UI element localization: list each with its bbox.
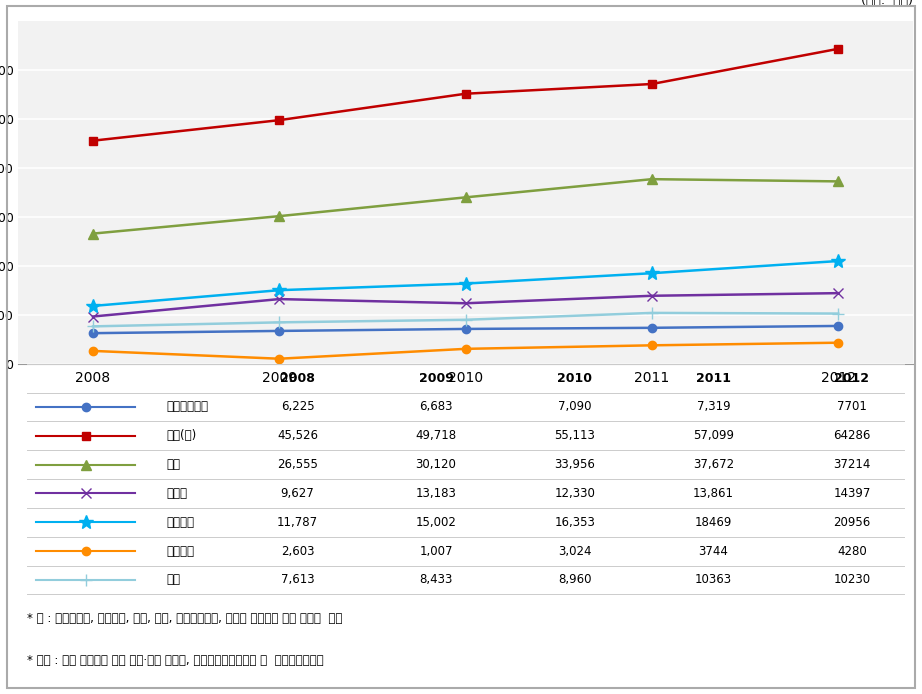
- Text: 2,603: 2,603: [280, 545, 314, 558]
- Text: 출연(연): 출연(연): [166, 430, 196, 442]
- Text: 55,113: 55,113: [554, 430, 596, 442]
- Text: 18469: 18469: [694, 516, 732, 529]
- Text: 9,627: 9,627: [280, 487, 314, 500]
- Text: 26,555: 26,555: [277, 458, 318, 471]
- Text: 국공립연구소: 국공립연구소: [166, 400, 208, 414]
- Text: 7,090: 7,090: [558, 400, 592, 414]
- Text: 기타: 기타: [166, 573, 180, 586]
- Text: 정부부처: 정부부처: [166, 545, 194, 558]
- Text: 49,718: 49,718: [416, 430, 456, 442]
- Text: 30,120: 30,120: [416, 458, 456, 471]
- Text: 1,007: 1,007: [420, 545, 453, 558]
- Text: (단위:  억원): (단위: 억원): [861, 0, 913, 7]
- Text: 2010: 2010: [557, 371, 592, 384]
- Text: 7,319: 7,319: [696, 400, 730, 414]
- Text: 2011: 2011: [696, 371, 731, 384]
- Text: 3744: 3744: [698, 545, 728, 558]
- Text: * 주 : 비영리법인, 연구조합, 협회, 학회, 정부투자기관, 복수의 수행주체 등은 기타로  분류: * 주 : 비영리법인, 연구조합, 협회, 학회, 정부투자기관, 복수의 수…: [28, 611, 343, 625]
- Text: 대학: 대학: [166, 458, 180, 471]
- Text: 45,526: 45,526: [277, 430, 318, 442]
- Text: 6,225: 6,225: [280, 400, 314, 414]
- Text: 대기업: 대기업: [166, 487, 187, 500]
- Text: 33,956: 33,956: [554, 458, 596, 471]
- Text: 2012: 2012: [834, 371, 869, 384]
- Text: 10230: 10230: [833, 573, 870, 586]
- Text: 15,002: 15,002: [416, 516, 456, 529]
- Text: 4280: 4280: [837, 545, 867, 558]
- Text: * 출처 : 국가 연구개발 사업 조사·분석 보고서, 국가과학기술위원회 및  미래창조과학부: * 출처 : 국가 연구개발 사업 조사·분석 보고서, 국가과학기술위원회 및…: [28, 654, 324, 668]
- Text: 37,672: 37,672: [692, 458, 734, 471]
- Text: 7,613: 7,613: [280, 573, 314, 586]
- Text: 3,024: 3,024: [558, 545, 592, 558]
- Text: 12,330: 12,330: [554, 487, 596, 500]
- Text: 14397: 14397: [833, 487, 870, 500]
- Text: 2008: 2008: [280, 371, 315, 384]
- Text: 16,353: 16,353: [554, 516, 596, 529]
- Text: 6,683: 6,683: [420, 400, 453, 414]
- Text: 10363: 10363: [695, 573, 732, 586]
- Text: 37214: 37214: [833, 458, 870, 471]
- Text: 57,099: 57,099: [692, 430, 734, 442]
- Text: 64286: 64286: [833, 430, 870, 442]
- Text: 13,861: 13,861: [692, 487, 734, 500]
- Text: 20956: 20956: [833, 516, 870, 529]
- Text: 8,960: 8,960: [558, 573, 592, 586]
- Text: 중소기업: 중소기업: [166, 516, 194, 529]
- Text: 8,433: 8,433: [420, 573, 453, 586]
- Text: 11,787: 11,787: [277, 516, 318, 529]
- Text: 2009: 2009: [419, 371, 454, 384]
- Text: 13,183: 13,183: [416, 487, 456, 500]
- Text: 7701: 7701: [837, 400, 867, 414]
